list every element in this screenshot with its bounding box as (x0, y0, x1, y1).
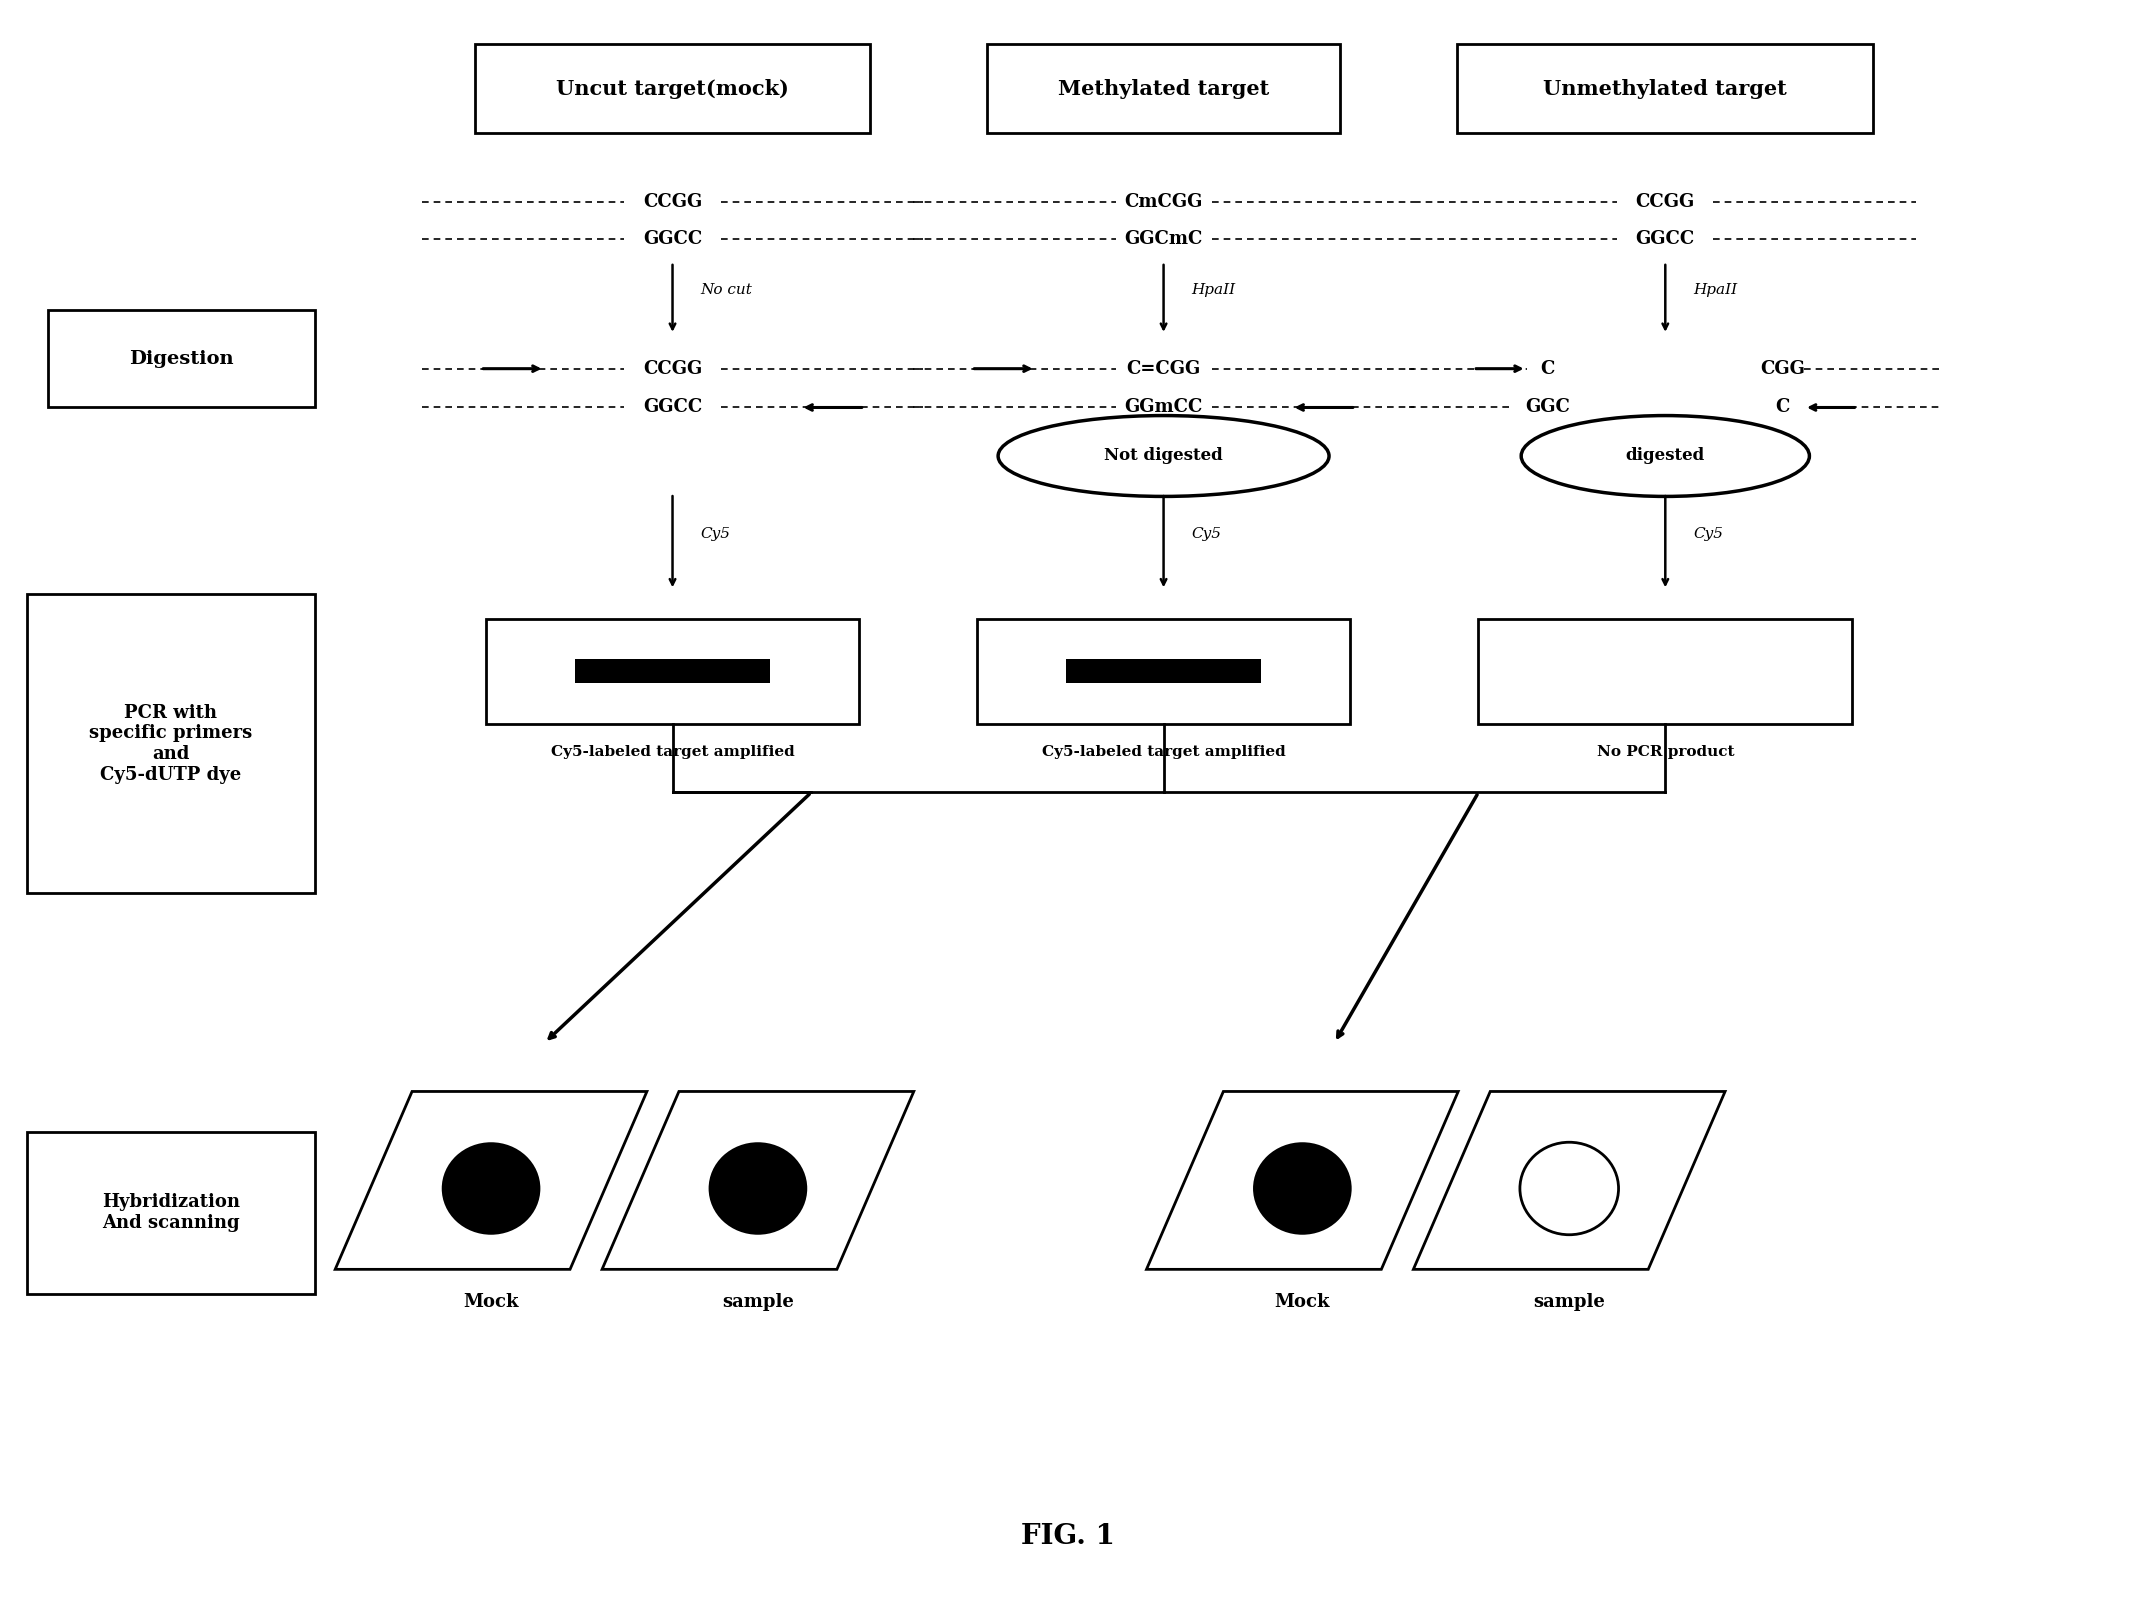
Text: Uncut target(mock): Uncut target(mock) (555, 79, 790, 99)
Bar (26, 1132, 316, 1294)
Text: Unmethylated target: Unmethylated target (1544, 79, 1787, 99)
Text: C: C (1541, 359, 1554, 378)
Bar (978, 619, 1351, 724)
Text: CGG: CGG (1759, 359, 1806, 378)
Text: Mock: Mock (463, 1292, 519, 1311)
Text: Hybridization
And scanning: Hybridization And scanning (102, 1193, 239, 1232)
Text: HpaII: HpaII (1191, 283, 1236, 298)
Text: No PCR product: No PCR product (1597, 745, 1734, 758)
Ellipse shape (999, 416, 1328, 496)
Bar (26, 593, 316, 893)
Ellipse shape (1520, 1142, 1618, 1235)
Text: GGCC: GGCC (643, 398, 702, 417)
Bar (1477, 619, 1851, 724)
Text: GGC: GGC (1524, 398, 1571, 417)
Ellipse shape (442, 1142, 540, 1235)
Text: HpaII: HpaII (1693, 283, 1738, 298)
Text: CCGG: CCGG (643, 359, 702, 378)
Ellipse shape (1520, 416, 1808, 496)
Text: No cut: No cut (700, 283, 752, 298)
Text: Mock: Mock (1275, 1292, 1330, 1311)
Bar (474, 44, 871, 134)
Bar (49, 310, 316, 407)
Text: Cy5-labeled target amplified: Cy5-labeled target amplified (1042, 745, 1285, 758)
Text: Methylated target: Methylated target (1059, 79, 1268, 99)
Text: GGmCC: GGmCC (1125, 398, 1202, 417)
Bar (986, 44, 1341, 134)
Text: CmCGG: CmCGG (1125, 192, 1202, 212)
Polygon shape (335, 1091, 647, 1269)
Bar (576, 660, 771, 682)
Text: Cy5: Cy5 (700, 527, 730, 540)
Ellipse shape (709, 1142, 807, 1235)
Text: GGCC: GGCC (643, 230, 702, 249)
Polygon shape (602, 1091, 914, 1269)
Text: GGCC: GGCC (1635, 230, 1695, 249)
Text: CCGG: CCGG (643, 192, 702, 212)
Polygon shape (1413, 1091, 1725, 1269)
Text: Cy5: Cy5 (1693, 527, 1723, 540)
Bar (487, 619, 858, 724)
Text: Not digested: Not digested (1104, 448, 1223, 464)
Bar (1068, 660, 1260, 682)
Text: CCGG: CCGG (1635, 192, 1695, 212)
Text: FIG. 1: FIG. 1 (1021, 1523, 1114, 1549)
Polygon shape (1146, 1091, 1458, 1269)
Text: digested: digested (1625, 448, 1706, 464)
Text: C: C (1776, 398, 1789, 417)
Text: Cy5-labeled target amplified: Cy5-labeled target amplified (551, 745, 794, 758)
Text: GGCmC: GGCmC (1125, 230, 1202, 249)
Text: C=CGG: C=CGG (1127, 359, 1200, 378)
Ellipse shape (1253, 1142, 1351, 1235)
Text: Cy5: Cy5 (1191, 527, 1221, 540)
Bar (1456, 44, 1875, 134)
Text: sample: sample (722, 1292, 794, 1311)
Text: sample: sample (1533, 1292, 1606, 1311)
Text: Digestion: Digestion (128, 349, 235, 369)
Text: PCR with
specific primers
and
Cy5-dUTP dye: PCR with specific primers and Cy5-dUTP d… (90, 703, 252, 784)
